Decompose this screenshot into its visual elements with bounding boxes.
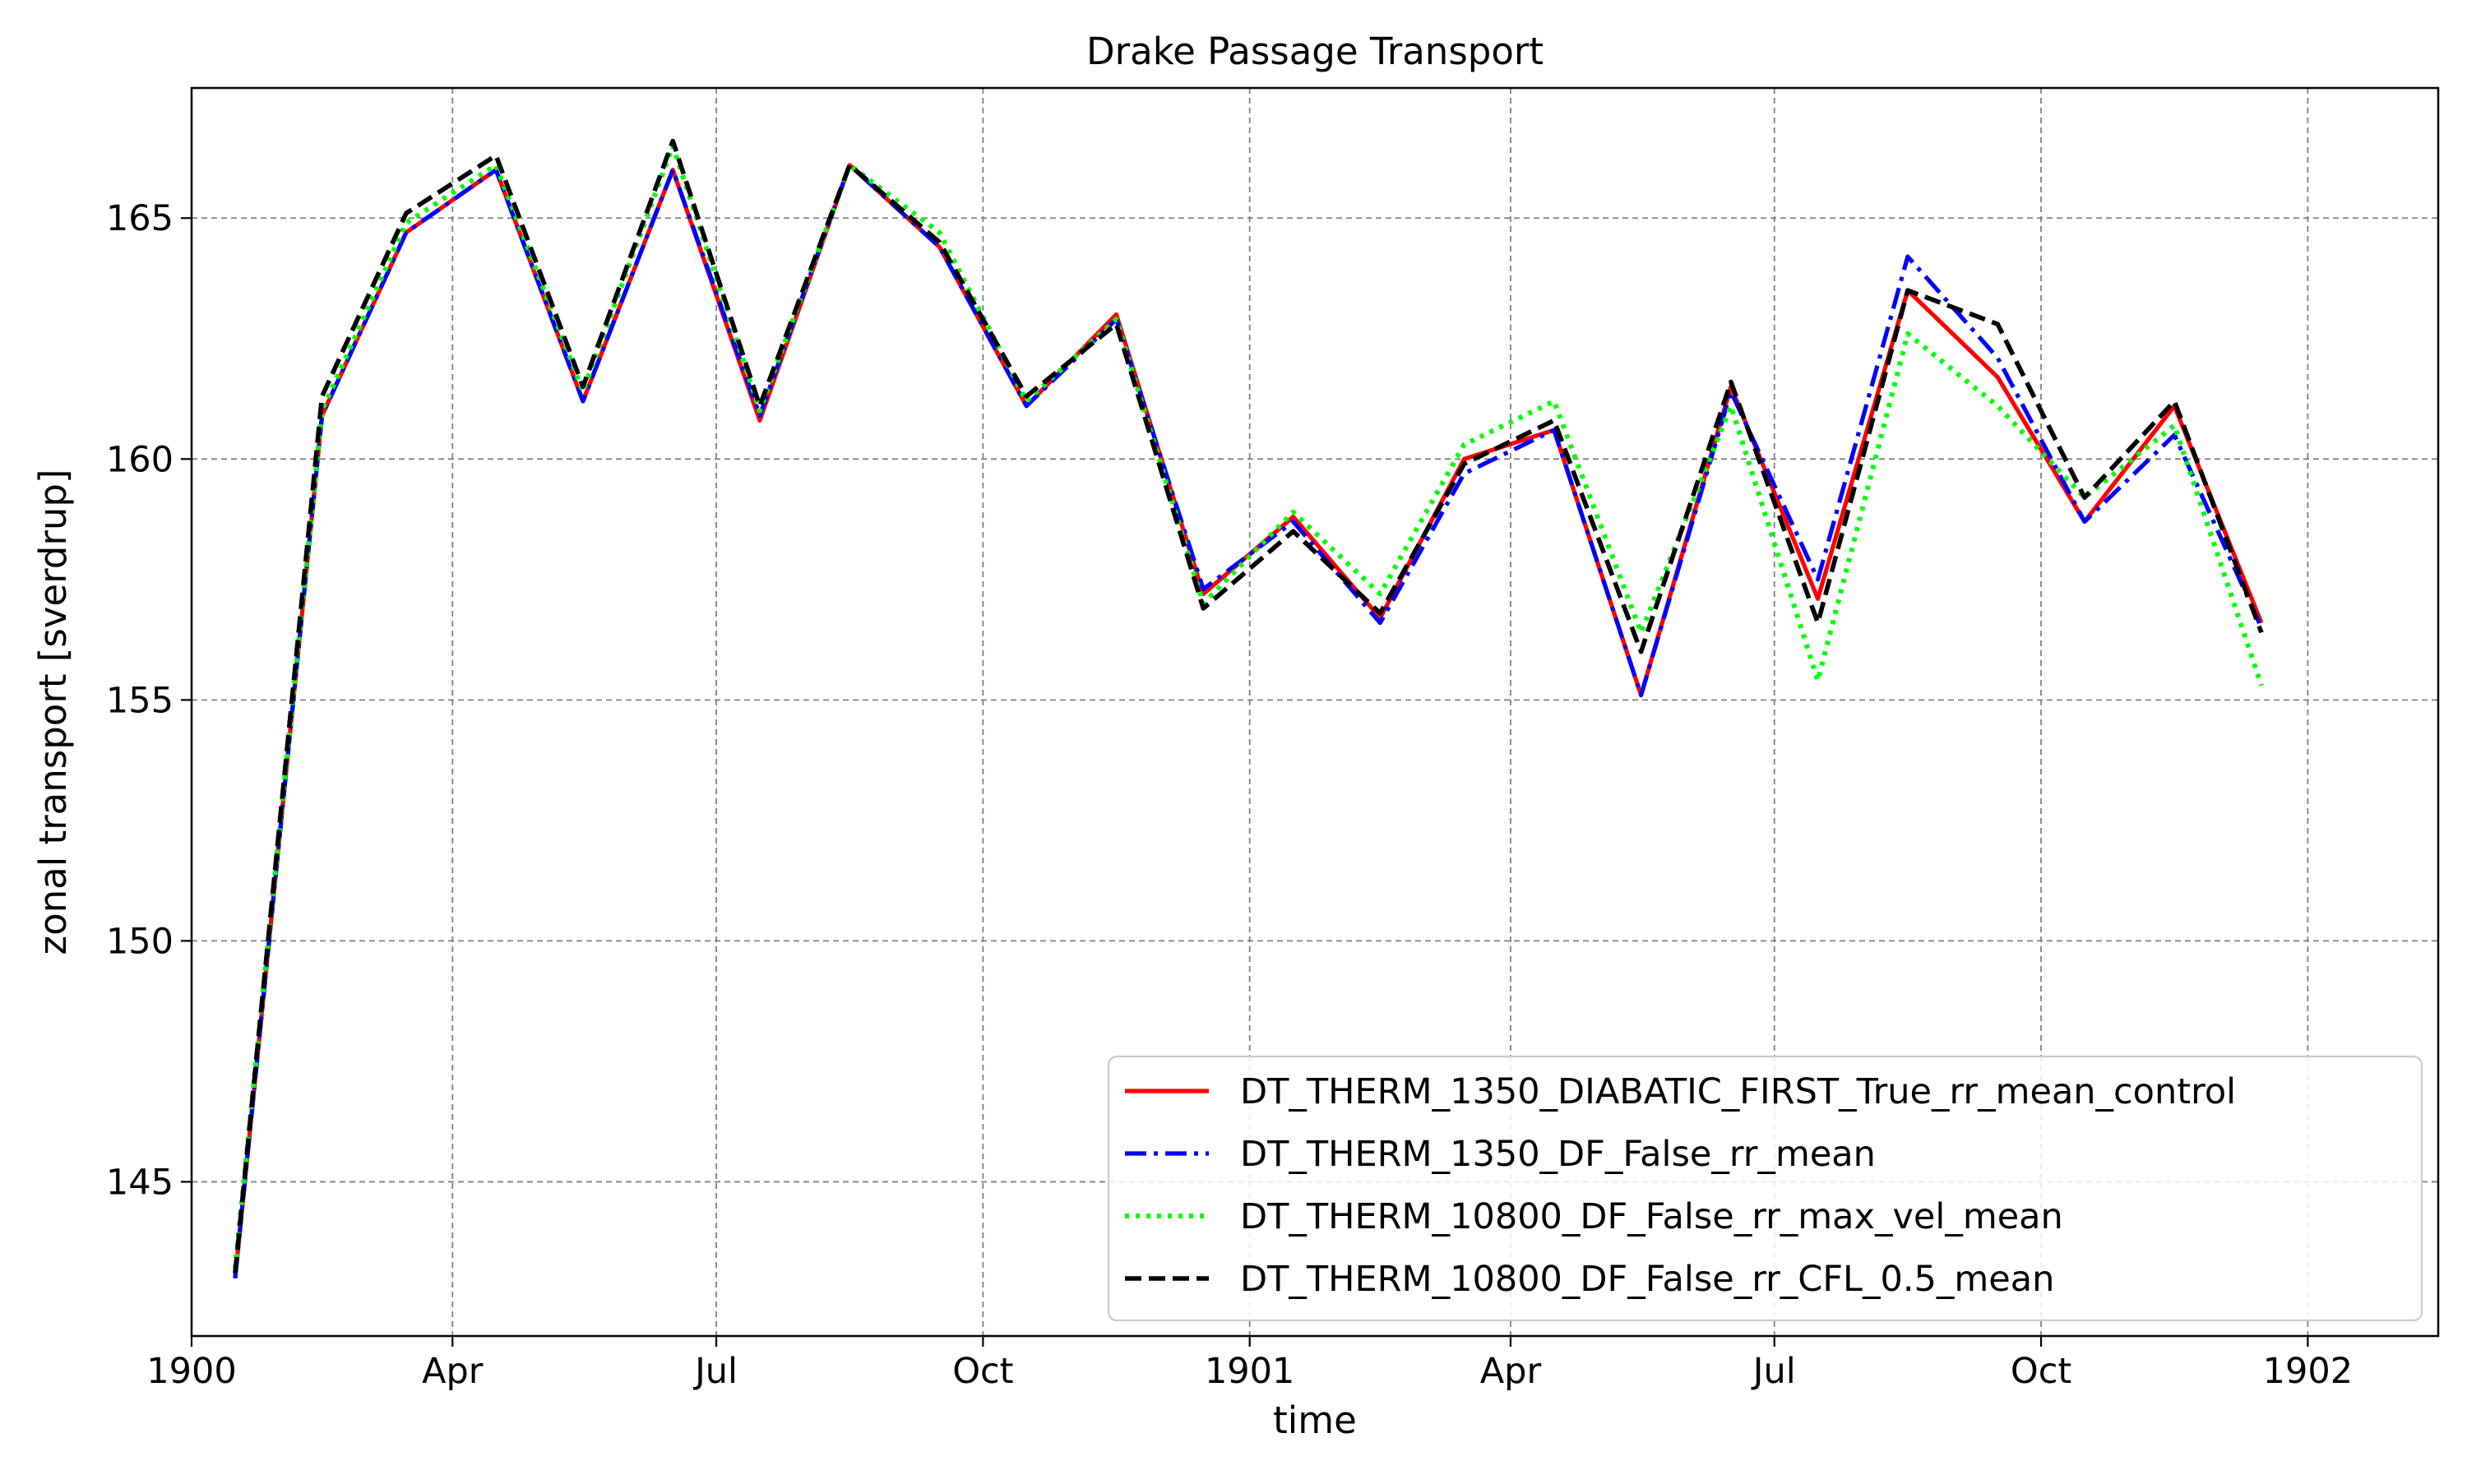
axis-ticks: 1900 Apr Jul Oct 1901 Apr Jul Oct 1902 145 150 155 1… (106, 198, 2353, 1392)
series-line-3 (232, 143, 2264, 1269)
x-tick-label: 1902 (2263, 1351, 2353, 1392)
legend-box (1107, 1055, 2423, 1322)
plot-frame (190, 86, 2440, 1338)
chart-title: Drake Passage Transport (1086, 30, 1544, 73)
legend-label-2: DT_THERM_1350_DF_False_rr_mean (1240, 1134, 1876, 1175)
x-tick-label: Apr (1480, 1351, 1542, 1392)
y-tick-label: 150 (106, 921, 174, 962)
x-tick-label: Apr (422, 1351, 484, 1392)
legend-label-4: DT_THERM_10800_DF_False_rr_CFL_0.5_mean (1240, 1259, 2054, 1300)
legend: DT_THERM_1350_DIABATIC_FIRST_True_rr_mea… (1107, 1055, 2423, 1322)
y-tick-label: 165 (106, 198, 174, 239)
legend-label-1: DT_THERM_1350_DIABATIC_FIRST_True_rr_mea… (1240, 1071, 2236, 1112)
y-axis-label: zonal transport [sverdrup] (31, 469, 75, 955)
series-line-4 (233, 138, 2264, 1274)
y-tick-label: 155 (106, 680, 174, 721)
x-tick-label: Oct (952, 1351, 1013, 1392)
x-tick-label: Jul (692, 1351, 738, 1392)
y-tick-label: 160 (106, 439, 174, 480)
series-lines (232, 138, 2264, 1278)
x-axis-label: time (1273, 1398, 1357, 1442)
x-tick-label: 1900 (146, 1351, 236, 1392)
series-line-2 (233, 163, 2264, 1278)
x-tick-label: Jul (1751, 1351, 1796, 1392)
legend-label-3: DT_THERM_10800_DF_False_rr_max_vel_mean (1240, 1196, 2063, 1237)
x-tick-label: 1901 (1205, 1351, 1294, 1392)
x-tick-label: Oct (2011, 1351, 2071, 1392)
y-tick-label: 145 (106, 1162, 174, 1203)
